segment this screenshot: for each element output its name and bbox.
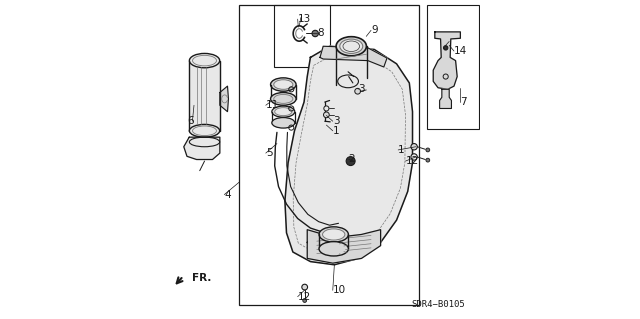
Ellipse shape [323, 229, 345, 240]
Polygon shape [433, 32, 460, 89]
Ellipse shape [319, 242, 348, 256]
Bar [274, 5, 330, 67]
Text: 5: 5 [266, 148, 273, 158]
Text: 10: 10 [333, 285, 346, 295]
Polygon shape [184, 137, 220, 160]
Circle shape [312, 30, 319, 37]
Ellipse shape [274, 80, 293, 89]
Text: 12: 12 [406, 156, 419, 166]
Text: 13: 13 [298, 14, 311, 24]
Ellipse shape [189, 124, 220, 137]
Circle shape [346, 157, 355, 166]
Bar [239, 5, 419, 305]
Text: 1: 1 [333, 126, 339, 136]
Circle shape [411, 144, 417, 150]
Text: 8: 8 [317, 28, 323, 39]
Text: 6: 6 [188, 116, 195, 126]
Text: 3: 3 [358, 84, 365, 94]
Ellipse shape [193, 55, 216, 66]
Ellipse shape [271, 78, 296, 91]
Text: FR.: FR. [192, 272, 211, 283]
Text: 1: 1 [398, 145, 404, 155]
Ellipse shape [340, 39, 363, 54]
Polygon shape [440, 89, 451, 108]
Text: SDR4−B0105: SDR4−B0105 [411, 300, 465, 309]
Ellipse shape [272, 118, 295, 128]
Text: 11: 11 [266, 100, 279, 110]
Circle shape [355, 88, 360, 94]
Text: 12: 12 [298, 292, 311, 302]
Ellipse shape [272, 106, 295, 117]
Ellipse shape [271, 93, 296, 105]
Ellipse shape [319, 227, 348, 242]
Text: 7: 7 [460, 97, 467, 107]
Ellipse shape [275, 108, 292, 116]
Circle shape [426, 148, 429, 152]
Circle shape [444, 46, 447, 49]
Text: 4: 4 [224, 189, 231, 200]
Polygon shape [285, 46, 413, 265]
Circle shape [411, 154, 417, 160]
Circle shape [444, 46, 448, 50]
Text: 2: 2 [349, 154, 355, 165]
Circle shape [303, 299, 307, 302]
Text: 14: 14 [454, 46, 467, 56]
Polygon shape [189, 61, 220, 131]
Text: 9: 9 [371, 25, 378, 35]
Circle shape [324, 106, 329, 111]
Circle shape [426, 158, 429, 162]
Polygon shape [307, 230, 381, 263]
Bar [427, 5, 479, 129]
Text: 3: 3 [333, 116, 339, 126]
Circle shape [323, 112, 329, 118]
Circle shape [302, 284, 308, 290]
Ellipse shape [338, 75, 358, 88]
Ellipse shape [189, 53, 220, 68]
Polygon shape [220, 86, 228, 112]
Ellipse shape [336, 37, 367, 56]
Polygon shape [320, 46, 387, 67]
